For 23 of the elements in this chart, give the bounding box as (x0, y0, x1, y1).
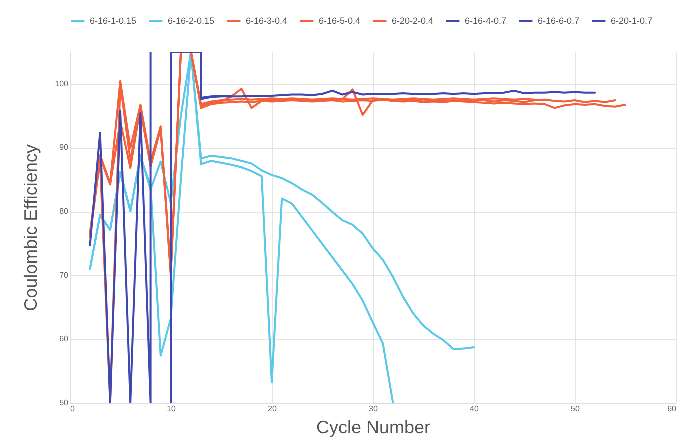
x-tick-label: 10 (167, 404, 176, 414)
y-tick-label: 90 (60, 143, 70, 152)
legend-label: 6-16-4-0.7 (465, 16, 507, 26)
legend-label: 6-20-2-0.4 (392, 16, 434, 26)
x-tick-label: 60 (668, 404, 678, 414)
x-axis-title: Cycle Number (316, 418, 431, 438)
x-tick-label: 40 (470, 404, 480, 414)
x-tick-label: 50 (571, 404, 580, 414)
legend-label: 6-16-5-0.4 (319, 16, 361, 26)
y-tick-label: 70 (60, 270, 70, 280)
legend-label: 6-20-1-0.7 (611, 16, 653, 26)
y-tick-label: 50 (60, 398, 70, 408)
x-tick-label: 0 (70, 404, 76, 414)
legend-label: 6-16-3-0.4 (246, 16, 288, 26)
y-tick-label: 100 (55, 79, 70, 88)
x-tick-label: 20 (268, 404, 278, 414)
y-tick-label: 80 (60, 207, 70, 216)
legend-label: 6-16-6-0.7 (538, 16, 580, 26)
y-axis-title: Coulombic Efficiency (21, 144, 42, 312)
y-tick-label: 60 (60, 334, 70, 344)
x-tick-label: 30 (369, 404, 378, 414)
legend-label: 6-16-1-0.15 (90, 16, 137, 26)
legend-label: 6-16-2-0.15 (168, 16, 215, 26)
